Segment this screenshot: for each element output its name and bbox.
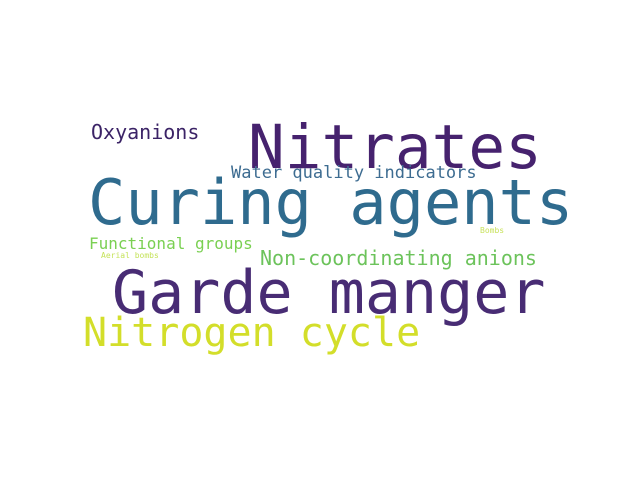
word-functional-groups: Functional groups — [89, 234, 253, 253]
word-nitrogen-cycle: Nitrogen cycle — [83, 310, 421, 356]
word-bombs: Bombs — [480, 226, 505, 235]
word-nitrates: Nitrates — [248, 112, 542, 183]
word-aerial-bombs: Aerial bombs — [101, 251, 159, 260]
word-oxyanions: Oxyanions — [91, 120, 200, 144]
word-curing-agents: Curing agents — [88, 166, 574, 239]
word-water-quality-indicators: Water quality indicators — [231, 163, 477, 183]
word-garde-manger: Garde manger — [112, 258, 546, 328]
word-non-coordinating-anions: Non-coordinating anions — [260, 246, 537, 270]
